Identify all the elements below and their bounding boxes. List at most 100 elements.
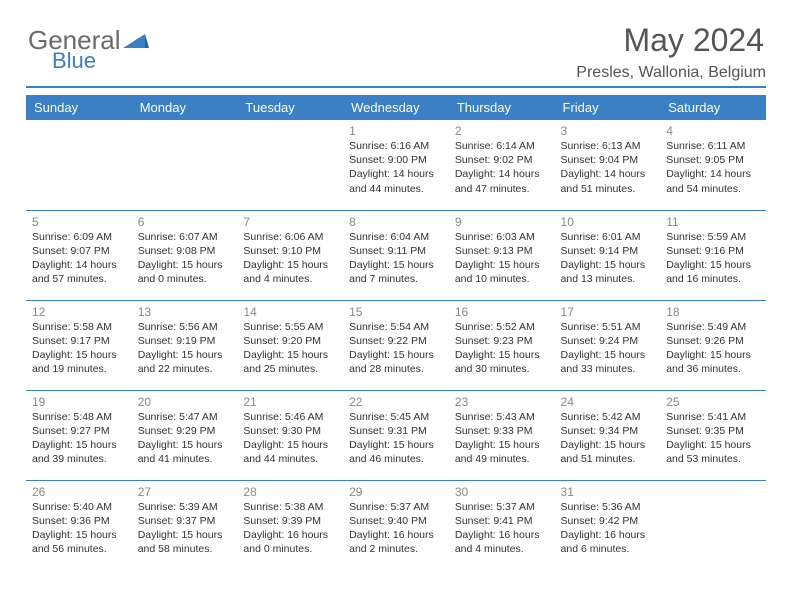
sunset-text: Sunset: 9:20 PM xyxy=(243,334,337,348)
day-number: 9 xyxy=(455,215,549,229)
calendar-day-cell: 31Sunrise: 5:36 AMSunset: 9:42 PMDayligh… xyxy=(555,480,661,570)
calendar-day-cell: 19Sunrise: 5:48 AMSunset: 9:27 PMDayligh… xyxy=(26,390,132,480)
day-info: Sunrise: 5:55 AMSunset: 9:20 PMDaylight:… xyxy=(243,320,337,377)
day-info: Sunrise: 5:48 AMSunset: 9:27 PMDaylight:… xyxy=(32,410,126,467)
day-number: 6 xyxy=(138,215,232,229)
calendar-day-cell: 13Sunrise: 5:56 AMSunset: 9:19 PMDayligh… xyxy=(132,300,238,390)
day-info: Sunrise: 5:58 AMSunset: 9:17 PMDaylight:… xyxy=(32,320,126,377)
sunrise-text: Sunrise: 5:51 AM xyxy=(561,320,655,334)
sunset-text: Sunset: 9:04 PM xyxy=(561,153,655,167)
day-number: 26 xyxy=(32,485,126,499)
day-info: Sunrise: 5:36 AMSunset: 9:42 PMDaylight:… xyxy=(561,500,655,557)
day-number: 1 xyxy=(349,124,443,138)
sunset-text: Sunset: 9:34 PM xyxy=(561,424,655,438)
sunset-text: Sunset: 9:29 PM xyxy=(138,424,232,438)
daylight-text: Daylight: 15 hours and 16 minutes. xyxy=(666,258,760,286)
sunset-text: Sunset: 9:41 PM xyxy=(455,514,549,528)
sunrise-text: Sunrise: 5:42 AM xyxy=(561,410,655,424)
location-text: Presles, Wallonia, Belgium xyxy=(26,64,766,88)
day-number: 19 xyxy=(32,395,126,409)
day-info: Sunrise: 5:37 AMSunset: 9:41 PMDaylight:… xyxy=(455,500,549,557)
sunrise-text: Sunrise: 6:16 AM xyxy=(349,139,443,153)
daylight-text: Daylight: 15 hours and 53 minutes. xyxy=(666,438,760,466)
logo-triangle-icon xyxy=(123,25,149,56)
daylight-text: Daylight: 16 hours and 4 minutes. xyxy=(455,528,549,556)
sunset-text: Sunset: 9:35 PM xyxy=(666,424,760,438)
day-number: 30 xyxy=(455,485,549,499)
sunrise-text: Sunrise: 5:52 AM xyxy=(455,320,549,334)
day-info: Sunrise: 5:42 AMSunset: 9:34 PMDaylight:… xyxy=(561,410,655,467)
calendar-day-cell: 29Sunrise: 5:37 AMSunset: 9:40 PMDayligh… xyxy=(343,480,449,570)
day-info: Sunrise: 5:59 AMSunset: 9:16 PMDaylight:… xyxy=(666,230,760,287)
calendar-day-cell: 17Sunrise: 5:51 AMSunset: 9:24 PMDayligh… xyxy=(555,300,661,390)
calendar-day-cell xyxy=(132,120,238,210)
sunrise-text: Sunrise: 6:14 AM xyxy=(455,139,549,153)
daylight-text: Daylight: 15 hours and 33 minutes. xyxy=(561,348,655,376)
calendar-day-cell: 22Sunrise: 5:45 AMSunset: 9:31 PMDayligh… xyxy=(343,390,449,480)
sunset-text: Sunset: 9:22 PM xyxy=(349,334,443,348)
calendar-day-cell: 7Sunrise: 6:06 AMSunset: 9:10 PMDaylight… xyxy=(237,210,343,300)
calendar-day-cell: 12Sunrise: 5:58 AMSunset: 9:17 PMDayligh… xyxy=(26,300,132,390)
sunrise-text: Sunrise: 5:36 AM xyxy=(561,500,655,514)
sunrise-text: Sunrise: 5:58 AM xyxy=(32,320,126,334)
day-number: 18 xyxy=(666,305,760,319)
sunrise-text: Sunrise: 5:40 AM xyxy=(32,500,126,514)
daylight-text: Daylight: 15 hours and 0 minutes. xyxy=(138,258,232,286)
calendar-day-cell: 4Sunrise: 6:11 AMSunset: 9:05 PMDaylight… xyxy=(660,120,766,210)
day-number: 2 xyxy=(455,124,549,138)
calendar-week-row: 26Sunrise: 5:40 AMSunset: 9:36 PMDayligh… xyxy=(26,480,766,570)
sunrise-text: Sunrise: 5:55 AM xyxy=(243,320,337,334)
day-header: Friday xyxy=(555,95,661,120)
daylight-text: Daylight: 15 hours and 56 minutes. xyxy=(32,528,126,556)
day-number: 31 xyxy=(561,485,655,499)
sunrise-text: Sunrise: 6:13 AM xyxy=(561,139,655,153)
sunrise-text: Sunrise: 6:11 AM xyxy=(666,139,760,153)
day-number: 29 xyxy=(349,485,443,499)
sunrise-text: Sunrise: 5:49 AM xyxy=(666,320,760,334)
sunrise-text: Sunrise: 5:37 AM xyxy=(455,500,549,514)
sunrise-text: Sunrise: 6:07 AM xyxy=(138,230,232,244)
sunset-text: Sunset: 9:19 PM xyxy=(138,334,232,348)
day-header: Tuesday xyxy=(237,95,343,120)
sunrise-text: Sunrise: 5:48 AM xyxy=(32,410,126,424)
day-info: Sunrise: 5:45 AMSunset: 9:31 PMDaylight:… xyxy=(349,410,443,467)
day-info: Sunrise: 5:56 AMSunset: 9:19 PMDaylight:… xyxy=(138,320,232,377)
calendar-week-row: 12Sunrise: 5:58 AMSunset: 9:17 PMDayligh… xyxy=(26,300,766,390)
sunset-text: Sunset: 9:14 PM xyxy=(561,244,655,258)
daylight-text: Daylight: 15 hours and 30 minutes. xyxy=(455,348,549,376)
calendar-day-cell: 21Sunrise: 5:46 AMSunset: 9:30 PMDayligh… xyxy=(237,390,343,480)
day-number: 14 xyxy=(243,305,337,319)
calendar-day-cell: 2Sunrise: 6:14 AMSunset: 9:02 PMDaylight… xyxy=(449,120,555,210)
sunset-text: Sunset: 9:23 PM xyxy=(455,334,549,348)
sunrise-text: Sunrise: 5:39 AM xyxy=(138,500,232,514)
sunset-text: Sunset: 9:26 PM xyxy=(666,334,760,348)
daylight-text: Daylight: 15 hours and 25 minutes. xyxy=(243,348,337,376)
daylight-text: Daylight: 15 hours and 46 minutes. xyxy=(349,438,443,466)
sunrise-text: Sunrise: 5:43 AM xyxy=(455,410,549,424)
calendar-day-cell: 6Sunrise: 6:07 AMSunset: 9:08 PMDaylight… xyxy=(132,210,238,300)
daylight-text: Daylight: 14 hours and 44 minutes. xyxy=(349,167,443,195)
sunrise-text: Sunrise: 5:56 AM xyxy=(138,320,232,334)
sunset-text: Sunset: 9:42 PM xyxy=(561,514,655,528)
calendar-day-cell: 11Sunrise: 5:59 AMSunset: 9:16 PMDayligh… xyxy=(660,210,766,300)
day-number: 16 xyxy=(455,305,549,319)
day-number: 15 xyxy=(349,305,443,319)
calendar-day-cell: 25Sunrise: 5:41 AMSunset: 9:35 PMDayligh… xyxy=(660,390,766,480)
day-info: Sunrise: 5:49 AMSunset: 9:26 PMDaylight:… xyxy=(666,320,760,377)
calendar-day-cell: 5Sunrise: 6:09 AMSunset: 9:07 PMDaylight… xyxy=(26,210,132,300)
sunset-text: Sunset: 9:10 PM xyxy=(243,244,337,258)
day-info: Sunrise: 6:09 AMSunset: 9:07 PMDaylight:… xyxy=(32,230,126,287)
day-info: Sunrise: 6:11 AMSunset: 9:05 PMDaylight:… xyxy=(666,139,760,196)
day-number: 3 xyxy=(561,124,655,138)
daylight-text: Daylight: 15 hours and 41 minutes. xyxy=(138,438,232,466)
header: General Blue May 2024 Presles, Wallonia,… xyxy=(0,0,792,95)
day-number: 8 xyxy=(349,215,443,229)
day-info: Sunrise: 6:03 AMSunset: 9:13 PMDaylight:… xyxy=(455,230,549,287)
day-info: Sunrise: 5:38 AMSunset: 9:39 PMDaylight:… xyxy=(243,500,337,557)
sunset-text: Sunset: 9:02 PM xyxy=(455,153,549,167)
daylight-text: Daylight: 15 hours and 36 minutes. xyxy=(666,348,760,376)
daylight-text: Daylight: 14 hours and 47 minutes. xyxy=(455,167,549,195)
title-block: May 2024 xyxy=(623,22,764,59)
day-info: Sunrise: 6:13 AMSunset: 9:04 PMDaylight:… xyxy=(561,139,655,196)
daylight-text: Daylight: 14 hours and 57 minutes. xyxy=(32,258,126,286)
